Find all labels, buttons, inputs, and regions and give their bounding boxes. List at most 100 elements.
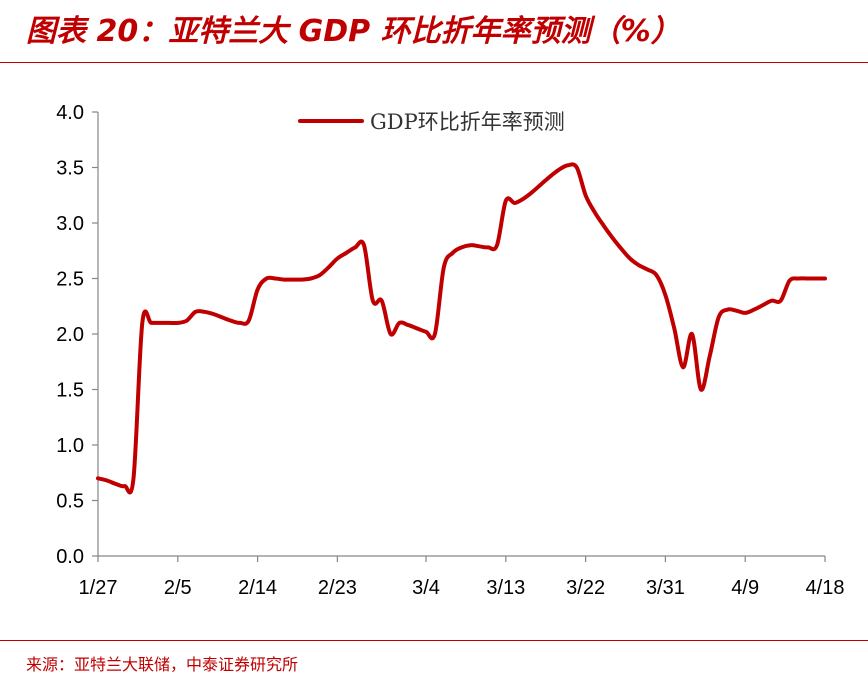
y-tick-label: 3.5 <box>56 158 84 180</box>
data-point <box>743 311 747 315</box>
source-divider <box>0 640 868 641</box>
x-tick-label: 1/27 <box>79 577 118 599</box>
data-point <box>663 293 667 297</box>
data-point <box>194 310 198 314</box>
data-point <box>149 321 153 325</box>
x-tick-label: 3/31 <box>646 577 685 599</box>
data-point <box>530 190 534 194</box>
data-point <box>681 365 685 369</box>
data-point <box>593 210 597 214</box>
data-point <box>132 476 136 480</box>
data-point <box>362 243 366 247</box>
x-axis: 1/27 2/5 2/14 2/23 3/4 3/13 3/22 3/31 4/9 4/18 <box>79 555 845 599</box>
data-point <box>335 257 339 261</box>
data-point <box>637 263 641 267</box>
data-point <box>770 299 774 303</box>
x-tick-label: 3/22 <box>566 577 605 599</box>
data-point <box>655 273 659 277</box>
data-point <box>424 330 428 334</box>
data-point <box>734 309 738 313</box>
y-tick-label: 2.5 <box>56 269 84 291</box>
legend: GDP环比折年率预测 <box>298 110 565 134</box>
data-point <box>256 288 260 292</box>
data-point <box>610 235 614 239</box>
data-point <box>273 277 277 281</box>
data-point <box>238 321 242 325</box>
y-tick-label: 4.0 <box>56 102 84 124</box>
data-point <box>717 315 721 319</box>
data-point <box>779 299 783 303</box>
data-point <box>380 299 384 303</box>
data-point <box>389 332 393 336</box>
data-point <box>185 319 189 323</box>
data-point <box>557 168 561 172</box>
y-tick-label: 2.0 <box>56 324 84 346</box>
x-tick-label: 2/5 <box>164 577 192 599</box>
data-point <box>646 268 650 272</box>
data-point <box>788 279 792 283</box>
data-point <box>761 303 765 307</box>
title-underline <box>0 62 868 63</box>
data-point <box>140 321 144 325</box>
x-tick-label: 4/9 <box>731 577 759 599</box>
data-point <box>628 257 632 261</box>
y-tick-label: 3.0 <box>56 213 84 235</box>
y-axis: 0.0 0.5 1.0 1.5 2.0 2.5 3.0 3.5 4.0 <box>56 102 99 568</box>
data-point <box>805 277 809 281</box>
y-tick-label: 0.0 <box>56 546 84 568</box>
data-point <box>477 244 481 248</box>
data-point <box>309 277 313 281</box>
data-point <box>167 321 171 325</box>
series-layer <box>96 162 827 495</box>
series-line <box>96 162 827 495</box>
data-point <box>105 479 109 483</box>
y-tick-label: 1.0 <box>56 435 84 457</box>
data-point <box>513 201 517 205</box>
data-point <box>211 312 215 316</box>
data-point <box>406 323 410 327</box>
data-point <box>814 277 818 281</box>
x-tick-label: 2/14 <box>238 577 277 599</box>
x-tick-label: 2/23 <box>318 577 357 599</box>
data-point <box>282 278 286 282</box>
legend-label: GDP环比折年率预测 <box>370 110 565 134</box>
data-point <box>265 277 269 281</box>
data-point <box>176 321 180 325</box>
data-point <box>752 308 756 312</box>
data-point <box>114 482 118 486</box>
data-point <box>123 484 127 488</box>
data-point <box>451 251 455 255</box>
data-point <box>158 321 162 325</box>
figure-title: 图表 20：亚特兰大 GDP 环比折年率预测（%） <box>26 14 681 49</box>
data-point <box>566 163 570 167</box>
data-point <box>353 245 357 249</box>
data-point <box>619 247 623 251</box>
data-point <box>690 332 694 336</box>
data-point <box>344 251 348 255</box>
data-point <box>291 278 295 282</box>
data-point <box>495 243 499 247</box>
source-note: 来源：亚特兰大联储，中泰证券研究所 <box>26 655 299 674</box>
data-point <box>327 265 331 269</box>
x-tick-label: 4/18 <box>806 577 845 599</box>
data-point <box>371 299 375 303</box>
data-point <box>415 327 419 331</box>
line-chart: 0.0 0.5 1.0 1.5 2.0 2.5 3.0 3.5 4.0 1/27 2/5 2/14 2… <box>56 102 845 599</box>
data-point <box>672 327 676 331</box>
data-point <box>220 315 224 319</box>
data-point <box>247 319 251 323</box>
y-tick-label: 0.5 <box>56 491 84 513</box>
x-tick-label: 3/4 <box>412 577 440 599</box>
data-point <box>300 278 304 282</box>
data-point <box>397 321 401 325</box>
data-point <box>460 245 464 249</box>
data-point <box>486 245 490 249</box>
data-point <box>539 182 543 186</box>
x-tick-label: 3/13 <box>486 577 525 599</box>
data-point <box>202 310 206 314</box>
data-point <box>229 319 233 323</box>
data-point <box>318 273 322 277</box>
data-point <box>522 197 526 201</box>
data-point <box>796 277 800 281</box>
y-tick-label: 1.5 <box>56 380 84 402</box>
